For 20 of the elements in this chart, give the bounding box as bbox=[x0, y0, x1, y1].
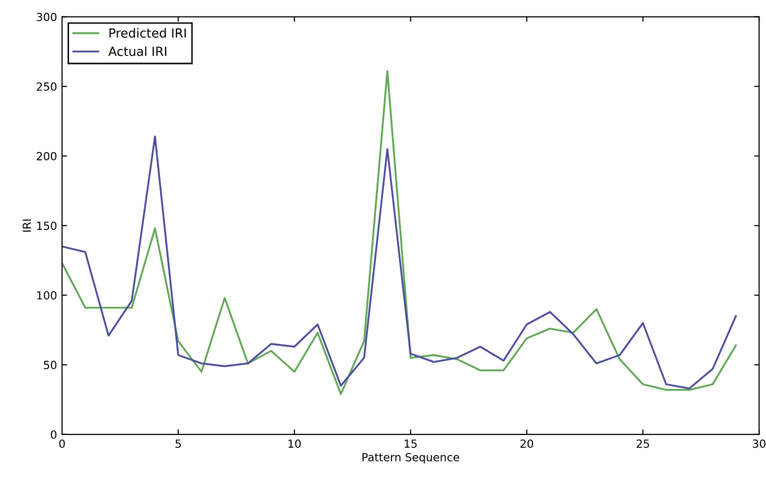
y-tick-label: 100 bbox=[37, 291, 56, 300]
y-tick-label: 0 bbox=[50, 430, 56, 439]
x-tick-label: 15 bbox=[404, 440, 417, 448]
y-axis-title: IRI bbox=[22, 220, 31, 232]
legend-label: Actual IRI bbox=[108, 46, 166, 56]
x-tick-label: 10 bbox=[288, 439, 301, 448]
line-series bbox=[62, 136, 737, 390]
x-tick-label: 25 bbox=[636, 439, 650, 448]
y-tick-label: 250 bbox=[36, 82, 56, 91]
legend-label: Predicted IRI bbox=[110, 28, 186, 38]
y-tick-label: 300 bbox=[36, 12, 56, 22]
x-tick-label: 0 bbox=[59, 439, 65, 448]
x-tick-label: 30 bbox=[752, 439, 766, 448]
line-series bbox=[62, 70, 737, 395]
y-tick-label: 50 bbox=[44, 360, 56, 370]
x-axis-title: Pattern Sequence bbox=[362, 452, 460, 464]
x-tick-label: 5 bbox=[176, 440, 181, 448]
y-tick-label: 150 bbox=[37, 222, 56, 230]
x-tick-label: 20 bbox=[520, 439, 534, 448]
y-tick-label: 200 bbox=[36, 152, 56, 160]
